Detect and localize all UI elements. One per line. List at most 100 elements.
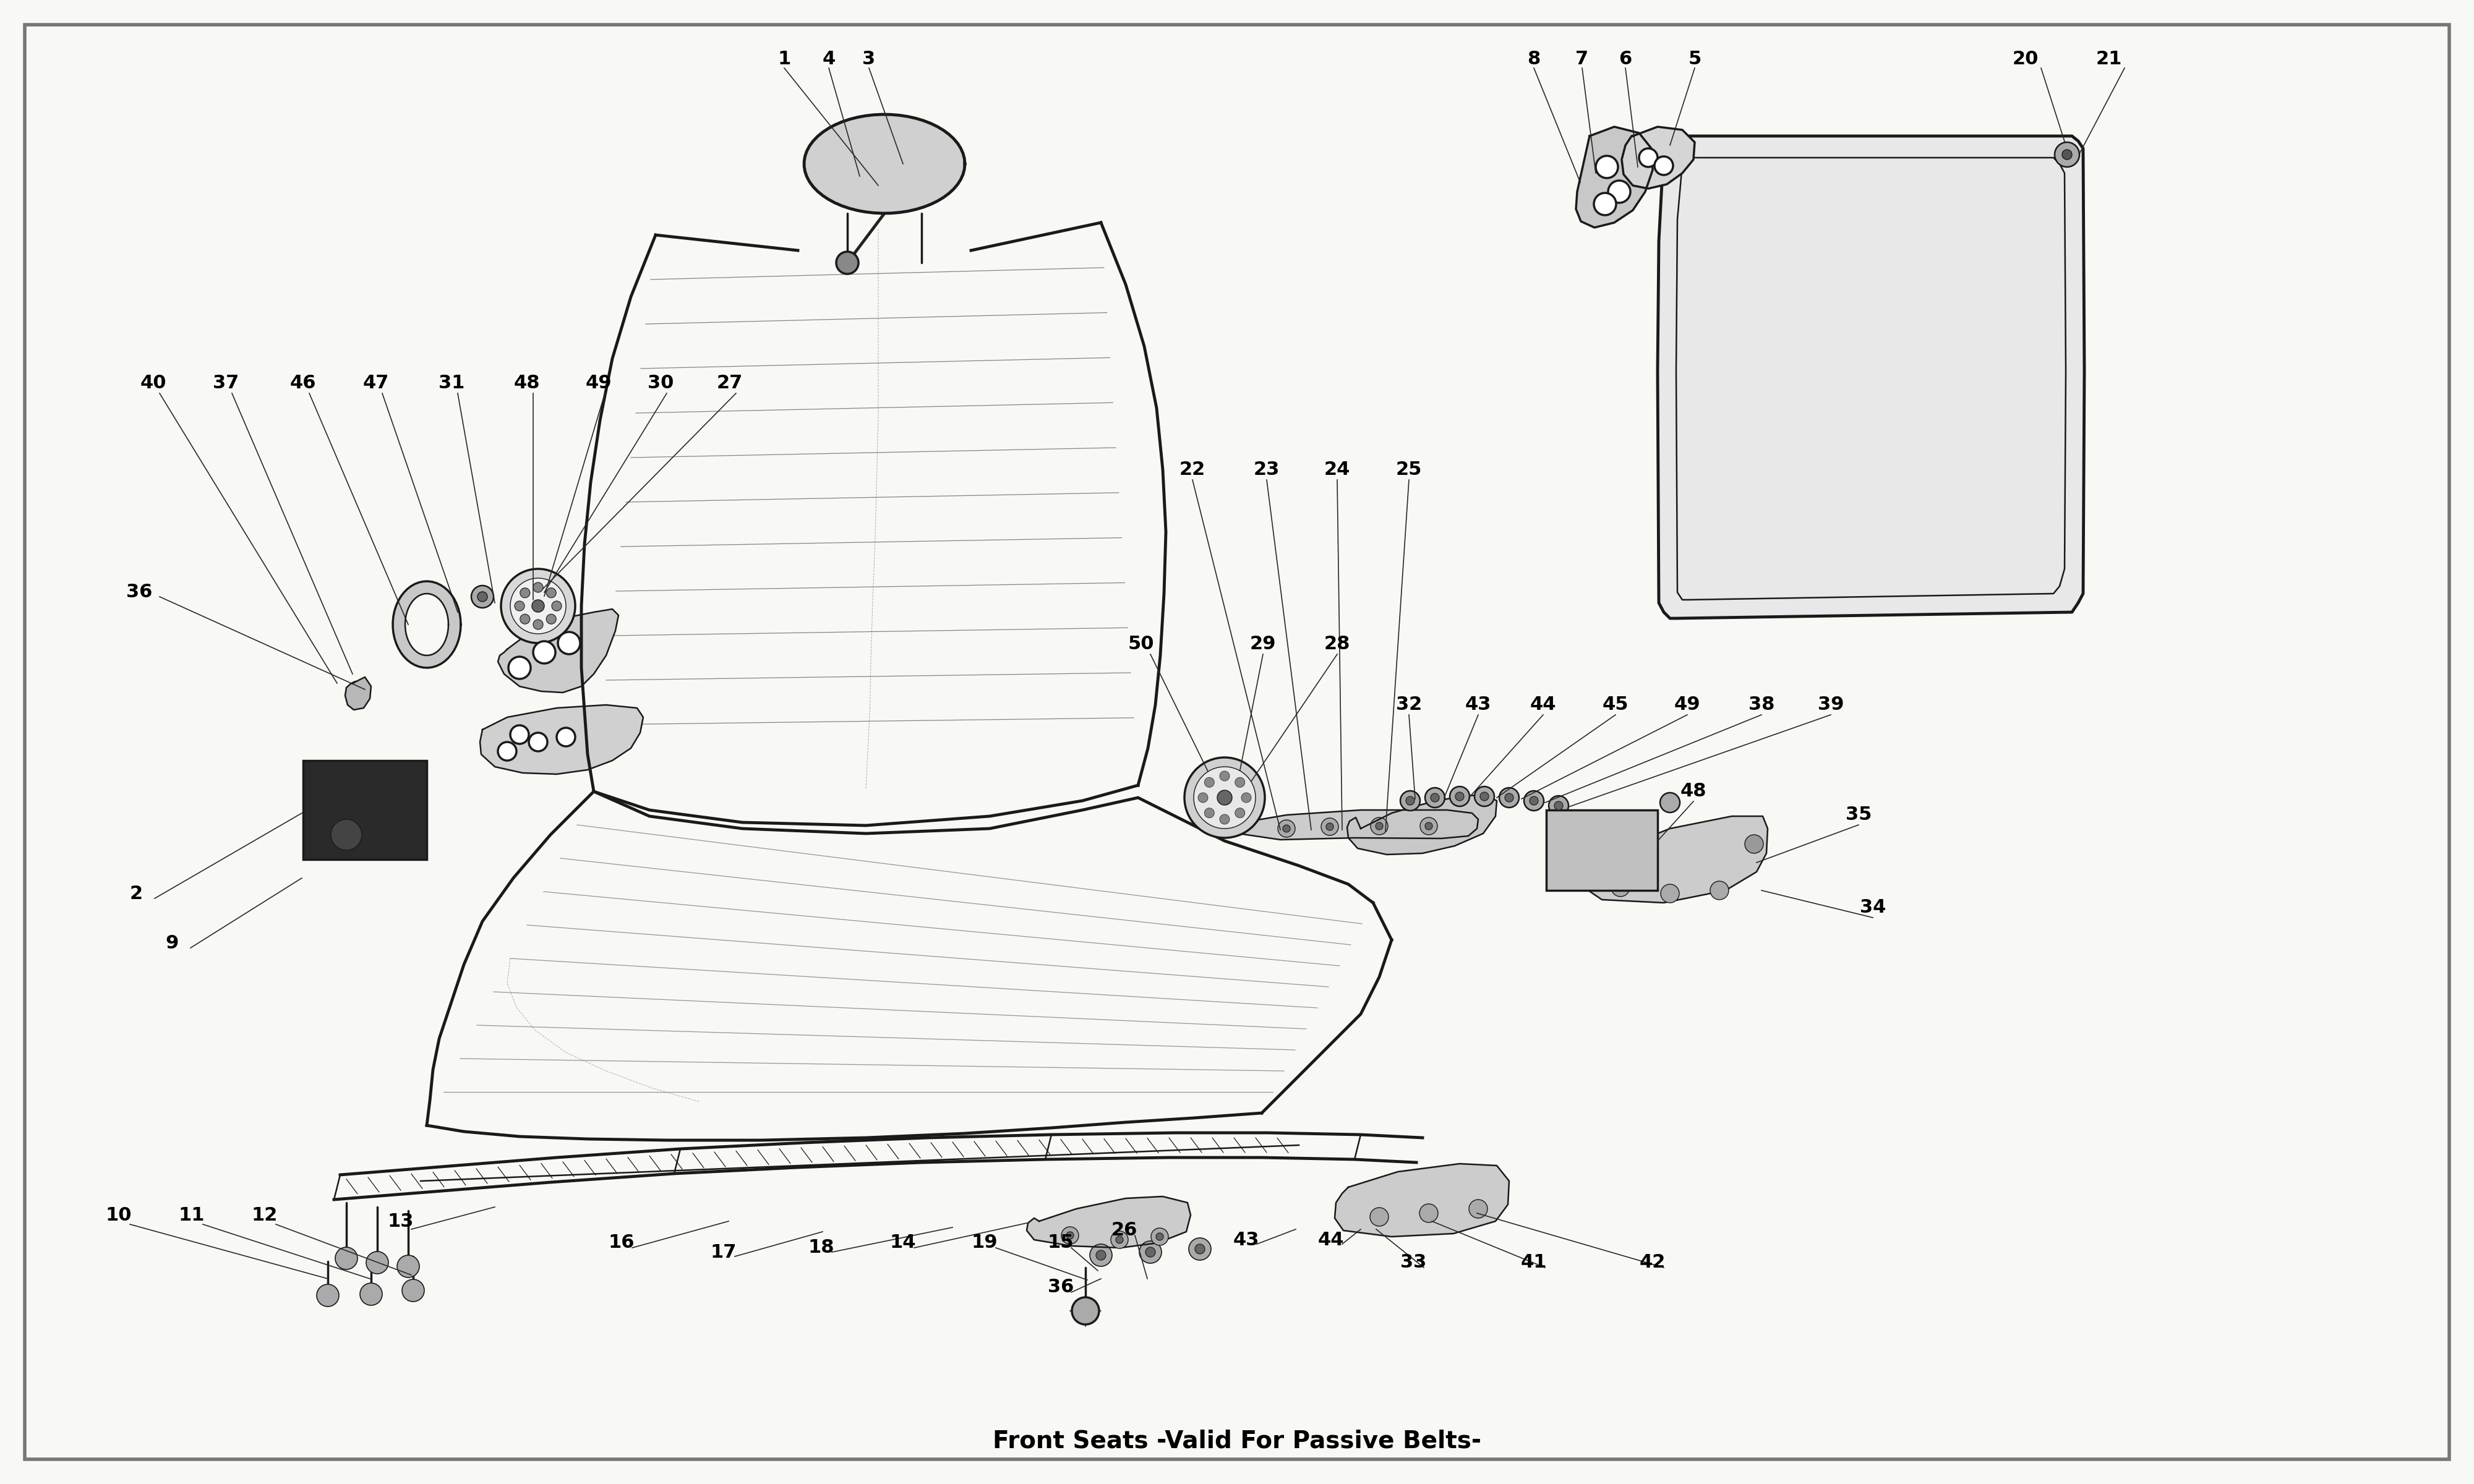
Circle shape	[477, 592, 487, 601]
Circle shape	[1400, 791, 1420, 810]
Text: 34: 34	[1860, 899, 1885, 917]
Circle shape	[1220, 772, 1230, 781]
Circle shape	[529, 733, 547, 751]
Text: 22: 22	[1180, 462, 1205, 479]
Text: 19: 19	[972, 1233, 997, 1252]
Text: 50: 50	[1128, 635, 1155, 653]
Polygon shape	[406, 594, 448, 656]
Circle shape	[317, 1284, 339, 1306]
Text: Front Seats -Valid For Passive Belts-: Front Seats -Valid For Passive Belts-	[992, 1429, 1482, 1453]
Text: 14: 14	[891, 1233, 915, 1252]
Polygon shape	[1336, 1163, 1509, 1236]
Circle shape	[1470, 1199, 1487, 1218]
Circle shape	[497, 742, 517, 760]
Polygon shape	[804, 114, 965, 214]
Text: 8: 8	[1526, 50, 1541, 68]
Circle shape	[470, 586, 495, 608]
Text: 42: 42	[1640, 1254, 1665, 1272]
Bar	[1546, 810, 1658, 890]
Circle shape	[332, 819, 361, 850]
Circle shape	[1235, 778, 1244, 788]
Polygon shape	[1346, 794, 1497, 855]
Text: 30: 30	[648, 374, 673, 392]
Polygon shape	[480, 705, 643, 775]
Circle shape	[1425, 822, 1432, 830]
Circle shape	[1205, 778, 1215, 788]
Text: 35: 35	[1846, 806, 1873, 824]
Circle shape	[1321, 818, 1338, 835]
Text: 46: 46	[289, 374, 317, 392]
Polygon shape	[1658, 137, 2083, 619]
Circle shape	[510, 656, 529, 680]
Circle shape	[1111, 1232, 1128, 1248]
Circle shape	[1744, 834, 1764, 853]
Text: 33: 33	[1400, 1254, 1427, 1272]
Circle shape	[534, 620, 544, 629]
Text: 36: 36	[1047, 1278, 1074, 1297]
Circle shape	[1150, 1229, 1168, 1245]
Circle shape	[534, 582, 544, 592]
Text: 47: 47	[364, 374, 388, 392]
Circle shape	[1430, 794, 1440, 801]
Circle shape	[1554, 801, 1564, 810]
Text: 43: 43	[1232, 1230, 1259, 1248]
Text: 26: 26	[1111, 1221, 1138, 1239]
Text: 3: 3	[863, 50, 876, 68]
Circle shape	[1145, 1247, 1155, 1257]
Circle shape	[1479, 792, 1489, 801]
Circle shape	[1529, 797, 1539, 804]
Polygon shape	[1576, 126, 1653, 227]
Circle shape	[1195, 1244, 1205, 1254]
Text: 48: 48	[1680, 782, 1707, 800]
Text: 9: 9	[166, 933, 178, 951]
Circle shape	[1217, 789, 1232, 804]
Circle shape	[552, 601, 562, 611]
Circle shape	[1405, 797, 1415, 804]
Circle shape	[1061, 1227, 1079, 1244]
Text: 32: 32	[1395, 696, 1423, 714]
Text: 43: 43	[1465, 696, 1492, 714]
Text: 17: 17	[710, 1244, 737, 1261]
Circle shape	[557, 727, 574, 746]
Circle shape	[1420, 818, 1437, 834]
Text: 28: 28	[1324, 635, 1351, 653]
Circle shape	[366, 1251, 388, 1273]
Circle shape	[1475, 787, 1494, 806]
Circle shape	[547, 614, 557, 625]
Polygon shape	[497, 608, 618, 693]
Text: 24: 24	[1324, 462, 1351, 479]
Text: 11: 11	[178, 1206, 205, 1224]
Circle shape	[1371, 1208, 1388, 1226]
Text: 40: 40	[141, 374, 166, 392]
Bar	[302, 760, 428, 859]
Circle shape	[1425, 788, 1445, 807]
Text: 44: 44	[1529, 696, 1556, 714]
Text: 6: 6	[1618, 50, 1633, 68]
Circle shape	[532, 600, 544, 611]
Circle shape	[1089, 1244, 1113, 1266]
Circle shape	[1660, 792, 1680, 813]
Text: 36: 36	[126, 583, 153, 601]
Circle shape	[559, 632, 579, 654]
Polygon shape	[393, 582, 460, 668]
Circle shape	[1450, 787, 1470, 806]
Text: 10: 10	[106, 1206, 131, 1224]
Circle shape	[836, 252, 858, 275]
Text: 31: 31	[438, 374, 465, 392]
Text: 20: 20	[2011, 50, 2039, 68]
Circle shape	[2063, 150, 2073, 159]
Circle shape	[361, 1284, 381, 1306]
Text: 49: 49	[586, 374, 611, 392]
Circle shape	[1071, 1297, 1098, 1324]
Text: 41: 41	[1522, 1254, 1546, 1272]
Circle shape	[1277, 819, 1296, 837]
Text: 37: 37	[213, 374, 240, 392]
Circle shape	[515, 601, 524, 611]
Circle shape	[1608, 181, 1630, 203]
Text: 39: 39	[1818, 696, 1843, 714]
Circle shape	[1376, 822, 1383, 830]
Circle shape	[520, 588, 529, 598]
Text: 29: 29	[1249, 635, 1277, 653]
Circle shape	[534, 641, 554, 663]
Circle shape	[1420, 1204, 1437, 1223]
